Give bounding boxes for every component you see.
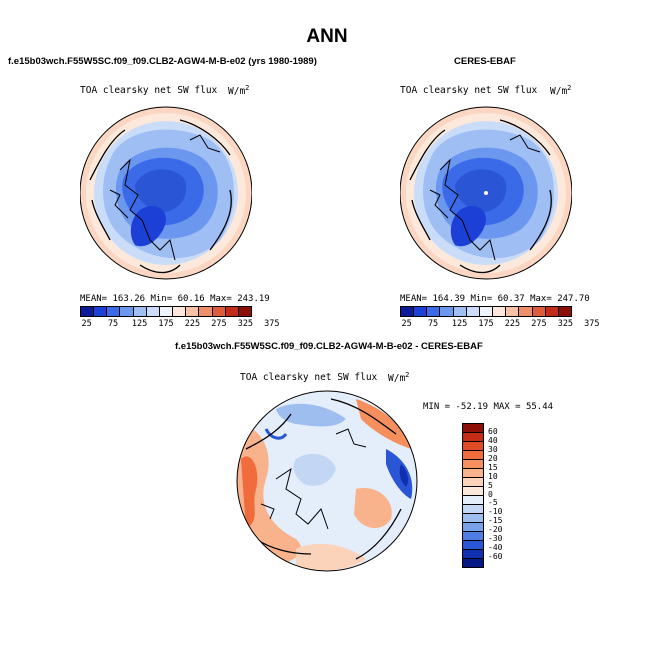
colorbar-tick-label: 20 bbox=[488, 453, 498, 463]
panel-1-units: W/m2 bbox=[228, 84, 250, 98]
panel-1-variable: TOA clearsky net SW flux bbox=[80, 85, 218, 96]
colorbar-tick-label: 25 bbox=[401, 319, 412, 329]
colorbar-swatch bbox=[463, 532, 483, 541]
colorbar-tick-label: 375 bbox=[264, 319, 280, 329]
colorbar-swatch bbox=[532, 307, 546, 316]
colorbar-swatch bbox=[107, 307, 121, 316]
panel-3-map bbox=[236, 390, 418, 572]
panel-3-units: W/m2 bbox=[388, 371, 410, 385]
colorbar-swatch bbox=[463, 433, 483, 442]
colorbar-tick-label: 75 bbox=[427, 319, 439, 329]
panel-2-variable: TOA clearsky net SW flux bbox=[400, 85, 538, 96]
colorbar-swatch bbox=[463, 460, 483, 469]
colorbar-tick-label: 275 bbox=[211, 319, 227, 329]
colorbar-swatch bbox=[463, 505, 483, 514]
colorbar-tick-label: 125 bbox=[131, 319, 148, 329]
colorbar-tick-label: -30 bbox=[488, 534, 503, 544]
colorbar-tick-label: -5 bbox=[488, 498, 498, 508]
colorbar-tick-label: 25 bbox=[81, 319, 92, 329]
colorbar-tick-label: 225 bbox=[184, 319, 201, 329]
panel-2-units: W/m2 bbox=[550, 84, 572, 98]
panel-3-title: f.e15b03wch.F55W5SC.f09_f09.CLB2-AGW4-M-… bbox=[175, 341, 483, 352]
panel-3-stats: MIN = -52.19 MAX = 55.44 bbox=[423, 402, 554, 412]
colorbar-swatch bbox=[199, 307, 213, 316]
colorbar-tick-label: -20 bbox=[488, 525, 503, 535]
panel-1-colorbar: 25 75 125 175 225 275 325 375 bbox=[80, 306, 280, 329]
colorbar-tick-label: 375 bbox=[584, 319, 600, 329]
panel-3-colorbar bbox=[462, 423, 484, 568]
colorbar-swatch bbox=[463, 523, 483, 532]
colorbar-swatch bbox=[238, 307, 252, 316]
colorbar-swatch bbox=[427, 307, 441, 316]
colorbar-swatch bbox=[414, 307, 428, 316]
colorbar-tick-label: 60 bbox=[488, 426, 498, 436]
colorbar-swatch bbox=[225, 307, 239, 316]
colorbar-swatch bbox=[463, 424, 483, 433]
colorbar-tick-label: 325 bbox=[237, 319, 254, 329]
colorbar-swatch bbox=[558, 307, 572, 316]
colorbar-swatch bbox=[133, 307, 147, 316]
colorbar-swatch bbox=[212, 307, 226, 316]
colorbar-swatch bbox=[463, 559, 483, 567]
colorbar-swatch bbox=[463, 442, 483, 451]
colorbar-swatch bbox=[519, 307, 533, 316]
colorbar-tick-label: 40 bbox=[488, 435, 498, 445]
colorbar-tick-label: 225 bbox=[504, 319, 521, 329]
colorbar-swatch bbox=[545, 307, 559, 316]
colorbar-swatch bbox=[453, 307, 467, 316]
colorbar-swatch bbox=[463, 487, 483, 496]
colorbar-tick-label: 175 bbox=[478, 319, 494, 329]
colorbar-tick-label: -60 bbox=[488, 552, 503, 562]
colorbar-swatch bbox=[173, 307, 187, 316]
panel-1-map bbox=[80, 106, 252, 280]
colorbar-swatch bbox=[463, 541, 483, 550]
colorbar-swatch bbox=[463, 550, 483, 559]
colorbar-tick-label: 30 bbox=[488, 444, 498, 454]
colorbar-swatch bbox=[463, 514, 483, 523]
colorbar-swatch bbox=[120, 307, 134, 316]
colorbar-swatch bbox=[401, 307, 415, 316]
colorbar-tick-label: 125 bbox=[451, 319, 468, 329]
panel-3-colorbar-ticks: 60 40 30 20 15 10 5 0 -5 -10 -15 -20 -30 -40 -60 bbox=[488, 423, 528, 566]
colorbar-tick-label: 15 bbox=[488, 462, 498, 472]
colorbar-swatch bbox=[479, 307, 494, 316]
colorbar-tick-label: 175 bbox=[158, 319, 174, 329]
colorbar-tick-label: 5 bbox=[488, 480, 493, 490]
colorbar-swatch bbox=[463, 469, 483, 478]
panel-2-title: CERES-EBAF bbox=[454, 56, 516, 67]
colorbar-swatch bbox=[463, 496, 483, 505]
colorbar-tick-label: -10 bbox=[488, 507, 503, 517]
colorbar-tick-label: 0 bbox=[488, 489, 493, 499]
colorbar-swatch bbox=[159, 307, 174, 316]
colorbar-swatch bbox=[146, 307, 160, 316]
colorbar-tick-label: 275 bbox=[531, 319, 547, 329]
colorbar-tick-label: 10 bbox=[488, 471, 498, 481]
colorbar-swatch bbox=[186, 307, 200, 316]
colorbar-swatch bbox=[81, 307, 95, 316]
page-title: ANN bbox=[306, 26, 348, 47]
panel-1-stats: MEAN= 163.26 Min= 60.16 Max= 243.19 bbox=[80, 294, 270, 304]
panel-2-colorbar: 25 75 125 175 225 275 325 375 bbox=[400, 306, 600, 329]
panel-2-map bbox=[400, 106, 572, 280]
colorbar-tick-label: -40 bbox=[488, 543, 503, 553]
panel-2-stats: MEAN= 164.39 Min= 60.37 Max= 247.70 bbox=[400, 294, 590, 304]
colorbar-tick-label: -15 bbox=[488, 516, 503, 526]
colorbar-swatch bbox=[463, 451, 483, 460]
colorbar-tick-label: 325 bbox=[557, 319, 574, 329]
panel-3-variable: TOA clearsky net SW flux bbox=[240, 372, 378, 383]
panel-1-title: f.e15b03wch.F55W5SC.f09_f09.CLB2-AGW4-M-… bbox=[8, 56, 317, 67]
colorbar-swatch bbox=[94, 307, 108, 316]
colorbar-tick-label: 75 bbox=[107, 319, 119, 329]
colorbar-swatch bbox=[506, 307, 520, 316]
colorbar-swatch bbox=[440, 307, 454, 316]
colorbar-swatch bbox=[493, 307, 507, 316]
colorbar-swatch bbox=[466, 307, 480, 316]
colorbar-swatch bbox=[463, 478, 483, 487]
